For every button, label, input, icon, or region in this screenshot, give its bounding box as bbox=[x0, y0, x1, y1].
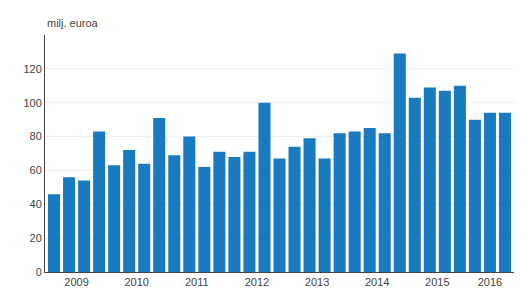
svg-text:80: 80 bbox=[30, 130, 42, 142]
svg-text:milj. euroa: milj. euroa bbox=[47, 17, 99, 29]
svg-text:2012: 2012 bbox=[245, 276, 269, 288]
svg-text:2014: 2014 bbox=[365, 276, 389, 288]
svg-text:120: 120 bbox=[23, 63, 41, 75]
svg-text:2011: 2011 bbox=[185, 276, 209, 288]
svg-text:2015: 2015 bbox=[425, 276, 449, 288]
svg-text:20: 20 bbox=[30, 232, 42, 244]
svg-text:60: 60 bbox=[30, 164, 42, 176]
svg-text:40: 40 bbox=[30, 198, 42, 210]
svg-text:2009: 2009 bbox=[64, 276, 88, 288]
svg-text:2016: 2016 bbox=[478, 276, 502, 288]
svg-text:2010: 2010 bbox=[124, 276, 148, 288]
svg-text:0: 0 bbox=[36, 266, 42, 278]
svg-text:100: 100 bbox=[23, 97, 41, 109]
svg-text:2013: 2013 bbox=[305, 276, 329, 288]
